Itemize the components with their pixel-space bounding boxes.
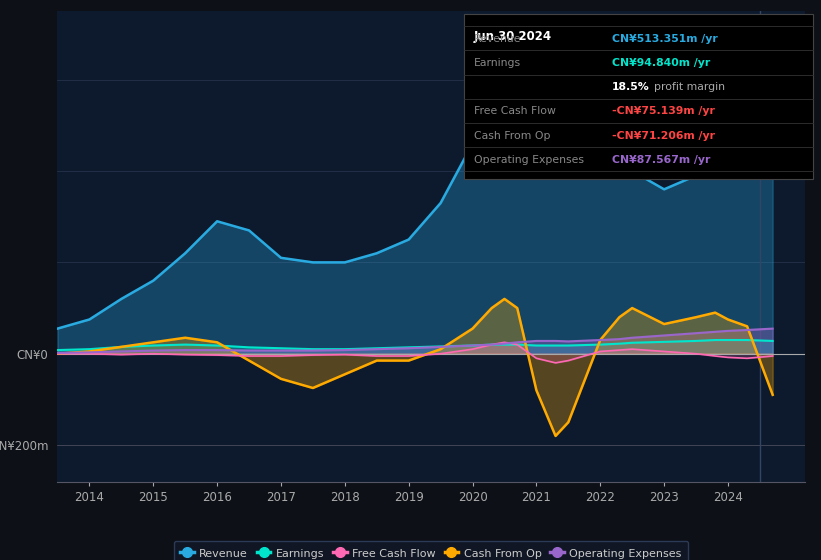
Text: Cash From Op: Cash From Op [474, 130, 550, 141]
Text: 18.5%: 18.5% [612, 82, 649, 92]
Text: Operating Expenses: Operating Expenses [474, 155, 584, 165]
Text: CN¥87.567m /yr: CN¥87.567m /yr [612, 155, 710, 165]
Text: -CN¥75.139m /yr: -CN¥75.139m /yr [612, 106, 714, 116]
Text: Earnings: Earnings [474, 58, 521, 68]
Text: CN¥94.840m /yr: CN¥94.840m /yr [612, 58, 710, 68]
Text: Revenue: Revenue [474, 34, 521, 44]
Text: Jun 30 2024: Jun 30 2024 [474, 30, 552, 43]
Text: CN¥1b: CN¥1b [12, 0, 52, 2]
Text: -CN¥71.206m /yr: -CN¥71.206m /yr [612, 130, 714, 141]
Text: CN¥513.351m /yr: CN¥513.351m /yr [612, 34, 718, 44]
Text: Free Cash Flow: Free Cash Flow [474, 106, 556, 116]
Text: profit margin: profit margin [654, 82, 725, 92]
Legend: Revenue, Earnings, Free Cash Flow, Cash From Op, Operating Expenses: Revenue, Earnings, Free Cash Flow, Cash … [174, 542, 688, 560]
